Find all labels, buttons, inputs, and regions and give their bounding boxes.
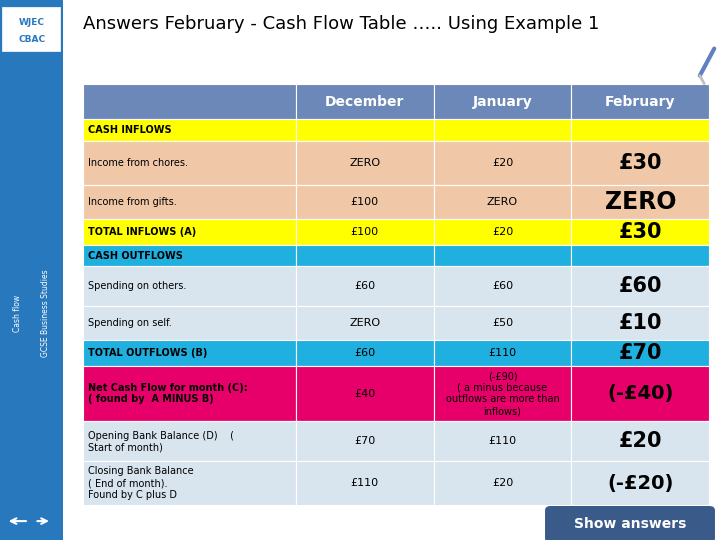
Bar [572, 340, 709, 366]
Text: £110: £110 [488, 348, 516, 358]
Text: £60: £60 [354, 281, 375, 292]
Text: Closing Bank Balance
( End of month).
Found by C plus D: Closing Bank Balance ( End of month). Fo… [88, 467, 194, 500]
Bar [296, 84, 433, 119]
Bar [572, 266, 709, 306]
Text: £20: £20 [492, 478, 513, 488]
Bar [83, 366, 296, 421]
Bar [296, 219, 433, 245]
Bar [83, 306, 296, 340]
Bar [83, 141, 296, 185]
Bar [572, 219, 709, 245]
Bar [296, 306, 433, 340]
Bar [433, 306, 572, 340]
FancyBboxPatch shape [2, 7, 60, 51]
Bar [296, 266, 433, 306]
Bar [572, 245, 709, 266]
Bar [296, 141, 433, 185]
Bar [572, 119, 709, 141]
Bar [433, 245, 572, 266]
Text: £30: £30 [618, 222, 662, 242]
Text: £70: £70 [354, 436, 375, 447]
Text: Answers February - Cash Flow Table ….. Using Example 1: Answers February - Cash Flow Table ….. U… [83, 15, 599, 33]
Bar [83, 461, 296, 505]
Text: CASH INFLOWS: CASH INFLOWS [88, 125, 171, 136]
Bar [83, 119, 296, 141]
Bar [0, 0, 63, 540]
Bar [433, 421, 572, 461]
Text: £60: £60 [618, 276, 662, 296]
Text: £50: £50 [492, 318, 513, 328]
Bar [433, 219, 572, 245]
Bar [572, 306, 709, 340]
Bar [572, 141, 709, 185]
Text: Show answers: Show answers [574, 517, 686, 531]
Text: Spending on others.: Spending on others. [88, 281, 186, 292]
Text: ZERO: ZERO [349, 158, 380, 168]
Text: Income from chores.: Income from chores. [88, 158, 188, 168]
Text: (-£40): (-£40) [607, 384, 673, 403]
Text: £100: £100 [351, 227, 379, 237]
Bar [572, 366, 709, 421]
Text: £20: £20 [492, 227, 513, 237]
Text: £10: £10 [618, 313, 662, 333]
Bar [433, 185, 572, 219]
Bar [83, 84, 296, 119]
Text: December: December [325, 94, 405, 109]
Text: £60: £60 [354, 348, 375, 358]
Text: £100: £100 [351, 197, 379, 207]
Bar [296, 366, 433, 421]
Text: ZERO: ZERO [605, 190, 676, 214]
Bar [572, 421, 709, 461]
Bar [433, 366, 572, 421]
Bar [83, 185, 296, 219]
Text: ZERO: ZERO [349, 318, 380, 328]
Text: Cash flow: Cash flow [13, 295, 22, 332]
Text: February: February [605, 94, 675, 109]
Bar [83, 421, 296, 461]
Text: WJEC: WJEC [19, 18, 45, 27]
Text: £60: £60 [492, 281, 513, 292]
Text: £30: £30 [618, 153, 662, 173]
Bar [572, 461, 709, 505]
Bar [83, 219, 296, 245]
Bar [83, 340, 296, 366]
Text: CASH OUTFLOWS: CASH OUTFLOWS [88, 251, 183, 261]
Text: Net Cash Flow for month (C):
( found by  A MINUS B): Net Cash Flow for month (C): ( found by … [88, 383, 248, 404]
Text: CBAC: CBAC [18, 35, 45, 44]
Text: ZERO: ZERO [487, 197, 518, 207]
Text: (-£20): (-£20) [607, 474, 673, 492]
Text: Income from gifts.: Income from gifts. [88, 197, 176, 207]
Text: £20: £20 [492, 158, 513, 168]
Text: Spending on self.: Spending on self. [88, 318, 171, 328]
Text: Opening Bank Balance (D)    (
Start of month): Opening Bank Balance (D) ( Start of mont… [88, 430, 234, 452]
Bar [433, 84, 572, 119]
Text: (-£90)
( a minus because
outflows are more than
inflows): (-£90) ( a minus because outflows are mo… [446, 371, 559, 416]
Bar [433, 141, 572, 185]
Bar [296, 461, 433, 505]
Text: TOTAL OUTFLOWS (B): TOTAL OUTFLOWS (B) [88, 348, 207, 358]
Text: TOTAL INFLOWS (A): TOTAL INFLOWS (A) [88, 227, 196, 237]
Bar [433, 119, 572, 141]
Text: £110: £110 [488, 436, 516, 447]
Text: January: January [472, 94, 532, 109]
Bar [433, 461, 572, 505]
Text: £70: £70 [618, 343, 662, 363]
Bar [296, 421, 433, 461]
Bar [83, 266, 296, 306]
Bar [572, 84, 709, 119]
Bar [572, 185, 709, 219]
Text: GCSE Business Studies: GCSE Business Studies [41, 269, 50, 357]
Bar [296, 185, 433, 219]
Bar [83, 245, 296, 266]
Text: £40: £40 [354, 389, 375, 399]
Text: £20: £20 [618, 431, 662, 451]
Bar [296, 340, 433, 366]
Bar [296, 119, 433, 141]
Bar [433, 340, 572, 366]
Text: £110: £110 [351, 478, 379, 488]
FancyBboxPatch shape [545, 506, 715, 540]
Bar [296, 245, 433, 266]
Bar [433, 266, 572, 306]
